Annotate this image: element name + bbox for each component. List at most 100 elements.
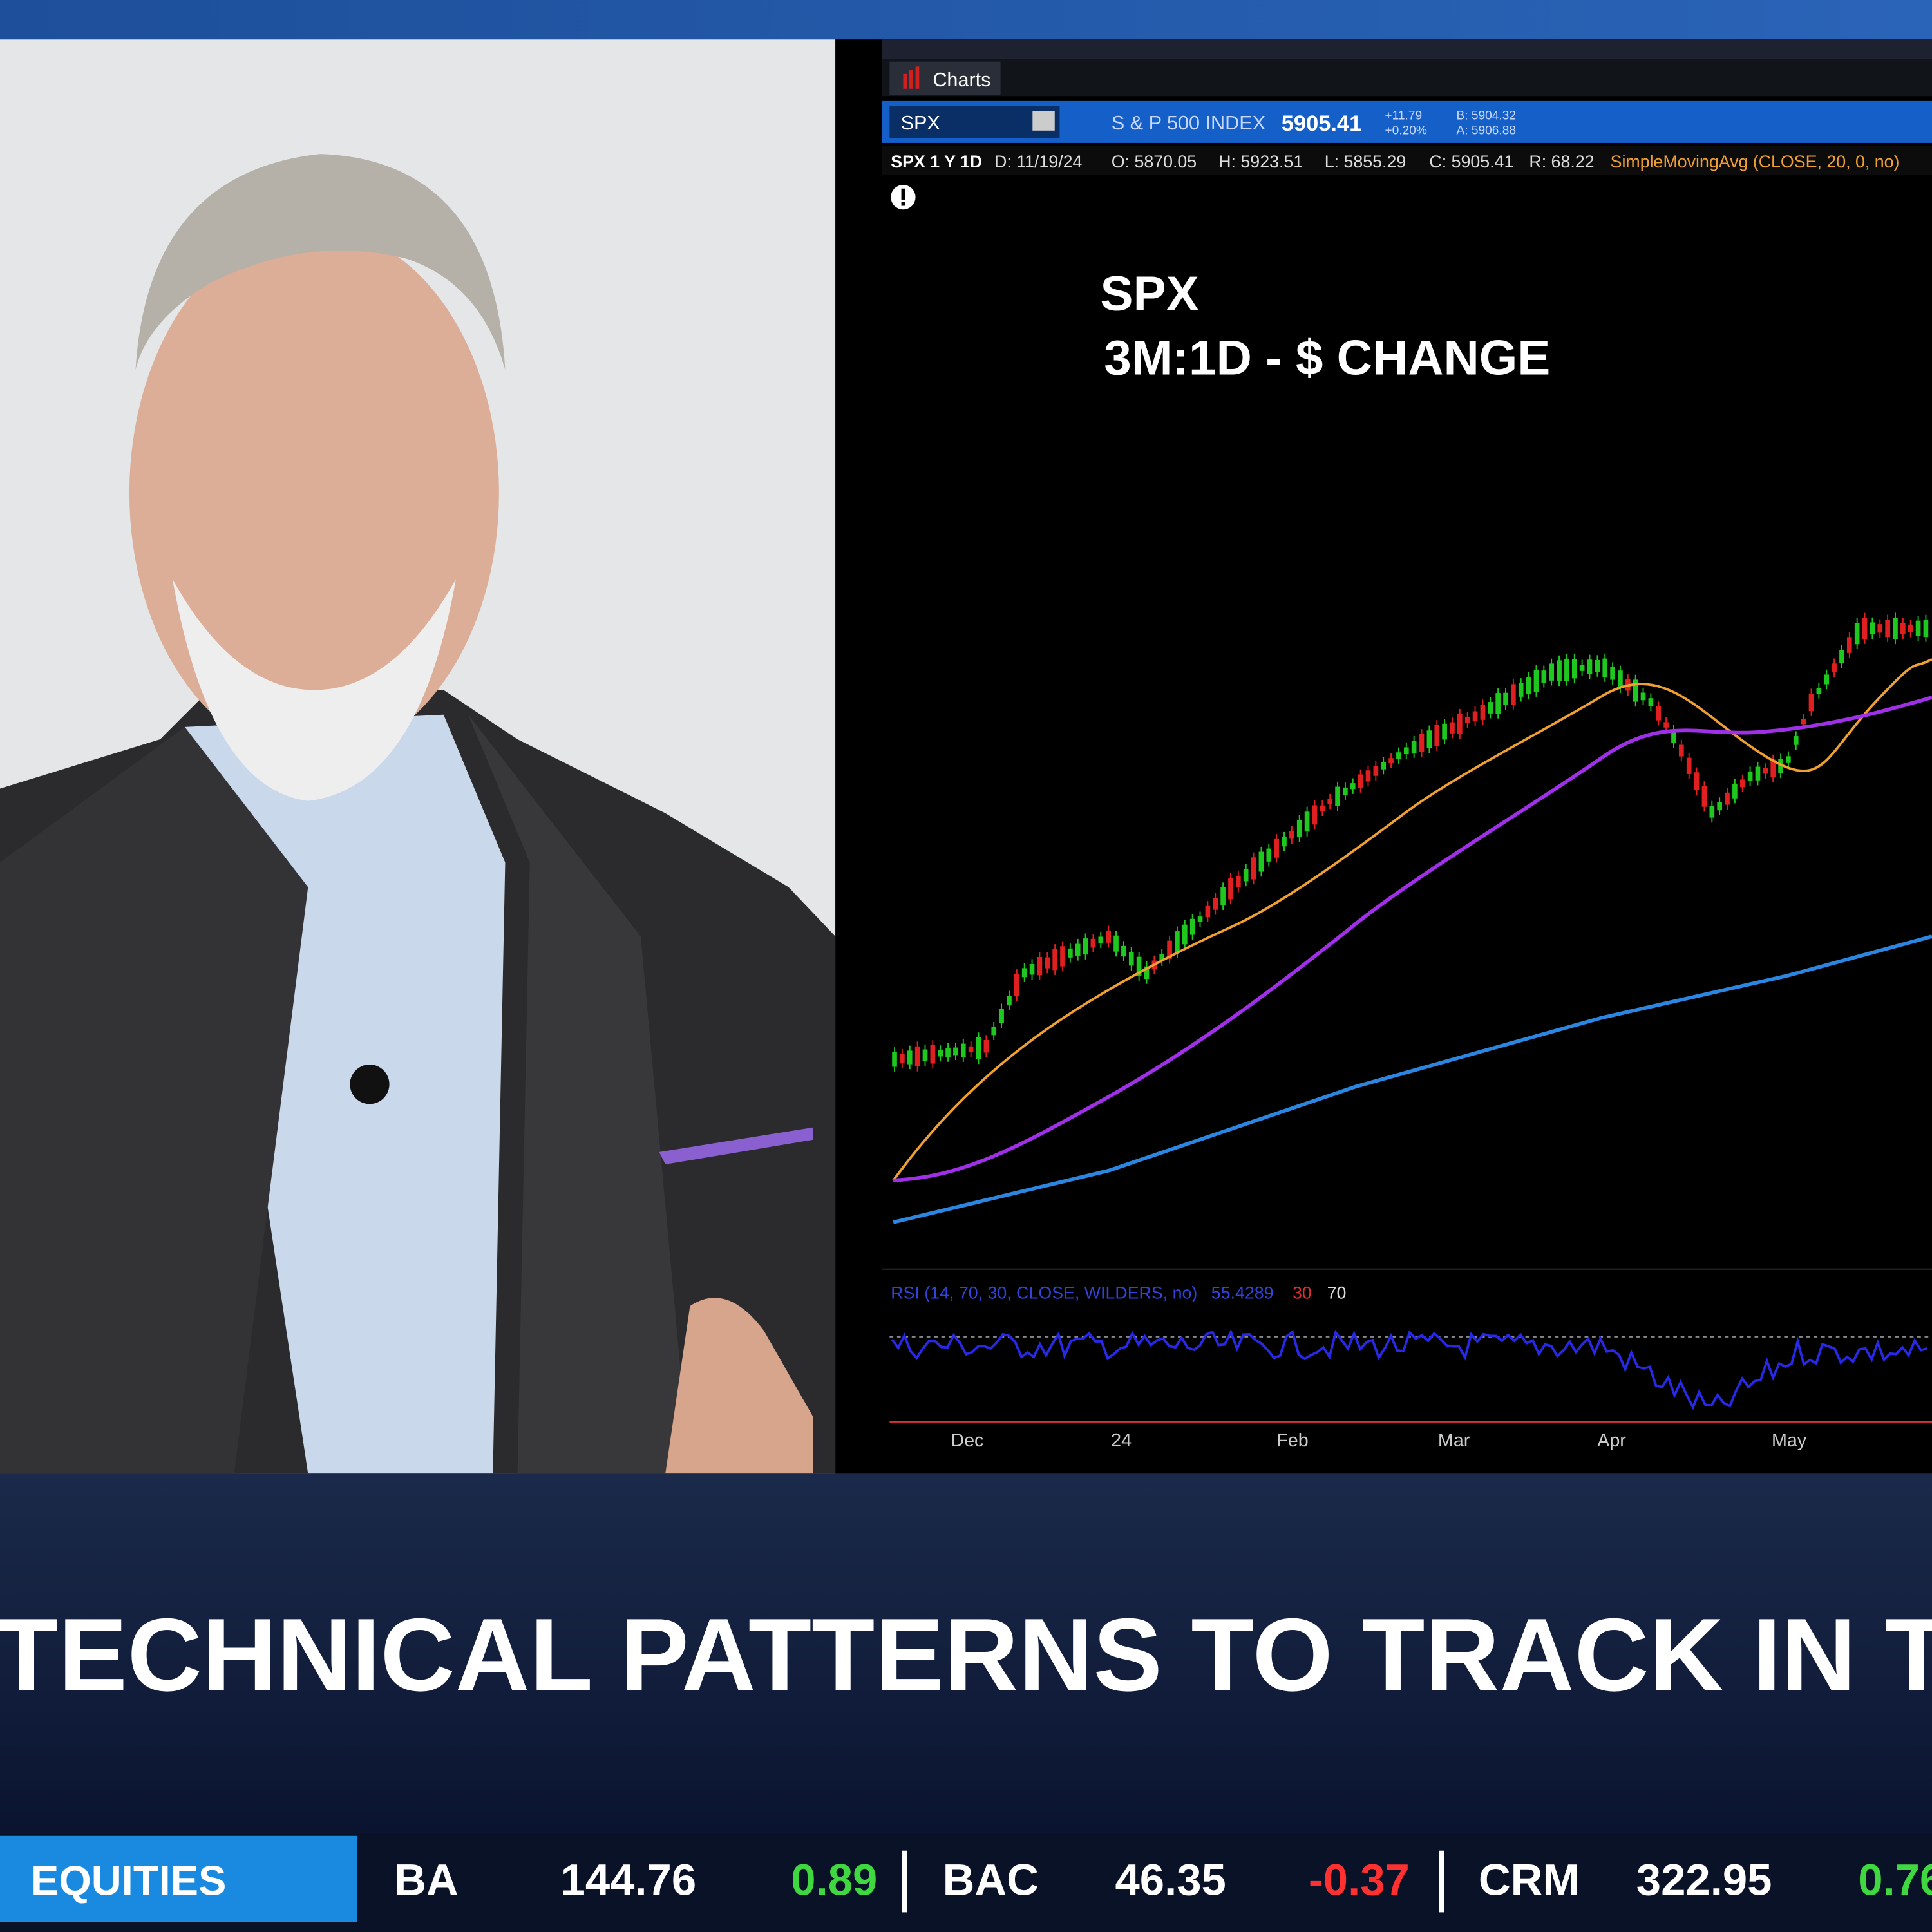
candle-body — [1816, 688, 1822, 694]
candle-body — [1021, 968, 1027, 978]
candle-body — [1503, 692, 1508, 705]
candle-body — [1373, 766, 1379, 776]
candle-body — [1236, 876, 1241, 887]
candle-body — [1877, 624, 1883, 633]
candle-body — [1106, 931, 1111, 943]
candle-body — [1549, 663, 1555, 681]
candle-body — [968, 1046, 974, 1052]
overlay-subtitle: 3M:1D - $ CHANGE — [1104, 331, 1550, 386]
open: O: 5870.05 — [1112, 152, 1197, 171]
quote-divider — [1439, 1850, 1444, 1913]
candle-body — [1403, 747, 1409, 755]
candle-body — [960, 1043, 966, 1057]
candle-body — [1511, 684, 1516, 705]
candle-body — [1434, 724, 1440, 746]
candle-body — [1014, 974, 1019, 996]
chart-window: Charts SPX S & P 500 INDEX 5905.41 +11.7… — [835, 39, 1932, 1474]
candle-body — [1411, 741, 1417, 753]
quote-price: 144.76 — [561, 1855, 697, 1905]
low: L: 5855.29 — [1325, 152, 1406, 171]
candle-body — [1725, 792, 1730, 805]
symbol-input[interactable]: SPX — [901, 112, 940, 134]
candle-body — [1686, 757, 1692, 774]
candle-body — [1739, 779, 1745, 788]
candle-body — [1648, 698, 1654, 706]
candle-body — [1045, 957, 1050, 969]
period: SPX 1 Y 1D — [891, 152, 982, 171]
candle-body — [1679, 744, 1684, 757]
candle-body — [1587, 659, 1593, 674]
candle-body — [1640, 692, 1646, 701]
close: C: 5905.41 — [1429, 152, 1513, 171]
candle-body — [930, 1045, 936, 1064]
candle-body — [1786, 756, 1791, 763]
candle-body — [1060, 946, 1065, 967]
candle-body — [1541, 670, 1547, 683]
quote-symbol: BA — [394, 1855, 458, 1905]
candle-body — [1763, 768, 1768, 774]
candle-body — [1839, 649, 1844, 663]
candle-body — [1464, 717, 1470, 724]
candle-body — [1472, 711, 1478, 722]
candle-body — [1228, 878, 1233, 900]
candle-body — [1717, 802, 1722, 811]
candle-body — [1220, 887, 1226, 905]
candle-body — [1189, 918, 1195, 935]
x-axis-label: May — [1772, 1430, 1807, 1451]
candle-body — [991, 1027, 997, 1036]
candle-body — [1770, 759, 1776, 777]
candle-body — [1663, 722, 1669, 728]
rsi-study: RSI (14, 70, 30, CLOSE, WILDERS, no) — [891, 1283, 1197, 1303]
x-axis-label: Mar — [1438, 1430, 1470, 1451]
candle-body — [1832, 663, 1837, 673]
candle-body — [1442, 723, 1447, 740]
candle-body — [1885, 620, 1890, 638]
range: R: 68.22 — [1529, 152, 1594, 171]
headline: TECHNICAL PATTERNS TO TRACK IN TH — [0, 1598, 1932, 1713]
video-panel — [0, 39, 836, 1474]
candle-body — [1893, 618, 1898, 639]
candle-body — [1136, 956, 1142, 976]
date: D: 11/19/24 — [994, 152, 1083, 171]
candle-body — [1518, 683, 1524, 697]
candle-body — [1182, 924, 1188, 945]
candle-body — [1258, 851, 1264, 872]
overlay-symbol: SPX — [1101, 267, 1199, 321]
candle-body — [1327, 799, 1333, 804]
ticker-section: EQUITIES — [31, 1857, 227, 1904]
candle-body — [1197, 916, 1203, 922]
quote-price: 322.95 — [1636, 1855, 1772, 1905]
candle-body — [1144, 966, 1150, 980]
candle-body — [1610, 667, 1615, 680]
candle-body — [938, 1050, 943, 1057]
ask: A: 5906.88 — [1456, 124, 1516, 138]
candle-body — [983, 1039, 989, 1053]
candle-body — [1388, 758, 1394, 763]
candle-body — [1037, 956, 1043, 976]
candle-body — [1167, 940, 1172, 959]
candle-body — [1007, 995, 1012, 1006]
candle-body — [1701, 786, 1707, 807]
candle-body — [1846, 637, 1852, 653]
candle-body — [1075, 943, 1081, 956]
candle-body — [1671, 729, 1676, 744]
candle-body — [1557, 660, 1562, 681]
candle-body — [1618, 670, 1623, 688]
candle-body — [1862, 618, 1868, 639]
candle-body — [1396, 752, 1401, 759]
ticker-section-box — [0, 1835, 357, 1922]
candle-body — [1870, 622, 1875, 635]
candle-body — [1908, 624, 1913, 632]
candle-body — [1755, 766, 1761, 781]
quote-price: 46.35 — [1115, 1855, 1226, 1905]
candle-body — [1419, 734, 1425, 752]
candle-body — [999, 1009, 1004, 1023]
candle-body — [1274, 838, 1279, 858]
candle-body — [1296, 819, 1302, 837]
quote-symbol: BAC — [943, 1855, 1039, 1905]
x-axis-label: 24 — [1111, 1430, 1132, 1451]
last-price: 5905.41 — [1282, 111, 1361, 136]
candle-body — [1595, 659, 1600, 672]
rsi-value: 55.4289 — [1211, 1283, 1274, 1303]
x-axis-label: Feb — [1276, 1430, 1308, 1451]
